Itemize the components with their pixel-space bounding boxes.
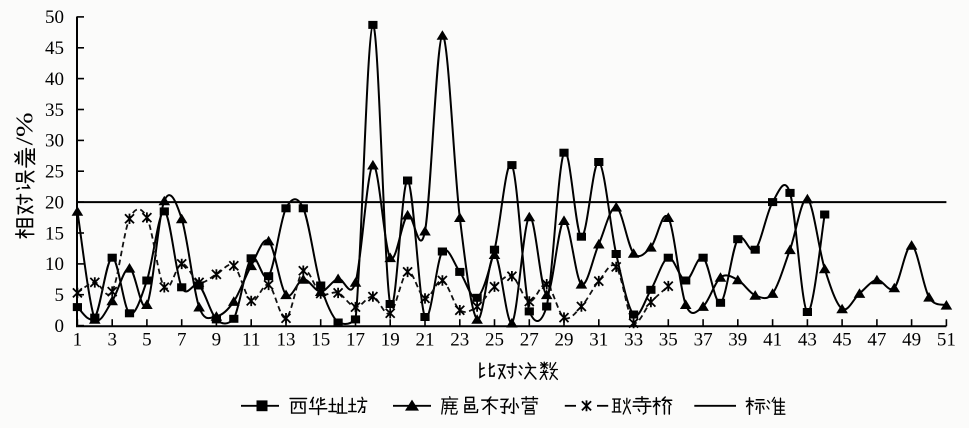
svg-text:21: 21	[416, 330, 435, 351]
svg-text:35: 35	[659, 330, 678, 351]
svg-text:15: 15	[311, 330, 330, 351]
svg-text:25: 25	[485, 330, 504, 351]
svg-text:27: 27	[520, 330, 539, 351]
svg-text:17: 17	[346, 330, 365, 351]
svg-text:35: 35	[45, 100, 64, 121]
svg-text:0: 0	[55, 316, 65, 337]
svg-text:50: 50	[45, 7, 64, 28]
svg-text:47: 47	[867, 330, 886, 351]
svg-text:3: 3	[107, 330, 117, 351]
svg-text:37: 37	[694, 330, 713, 351]
svg-text:7: 7	[177, 330, 187, 351]
svg-text:45: 45	[45, 38, 64, 59]
svg-text:15: 15	[45, 223, 64, 244]
svg-text:31: 31	[589, 330, 608, 351]
svg-text:23: 23	[450, 330, 469, 351]
svg-text:41: 41	[763, 330, 782, 351]
svg-text:33: 33	[624, 330, 643, 351]
svg-text:9: 9	[212, 330, 222, 351]
svg-text:29: 29	[555, 330, 574, 351]
svg-text:40: 40	[45, 69, 64, 90]
svg-text:20: 20	[45, 192, 64, 213]
svg-text:51: 51	[937, 330, 956, 351]
svg-text:43: 43	[798, 330, 817, 351]
svg-text:/%: /%	[13, 112, 39, 145]
svg-text:13: 13	[277, 330, 296, 351]
svg-text:30: 30	[45, 131, 64, 152]
svg-text:1: 1	[73, 330, 83, 351]
svg-text:49: 49	[902, 330, 921, 351]
svg-text:39: 39	[728, 330, 747, 351]
svg-text:5: 5	[55, 285, 65, 306]
svg-text:25: 25	[45, 162, 64, 183]
svg-text:10: 10	[45, 254, 64, 275]
svg-text:45: 45	[833, 330, 852, 351]
svg-text:5: 5	[142, 330, 152, 351]
svg-text:11: 11	[242, 330, 260, 351]
svg-text:19: 19	[381, 330, 400, 351]
